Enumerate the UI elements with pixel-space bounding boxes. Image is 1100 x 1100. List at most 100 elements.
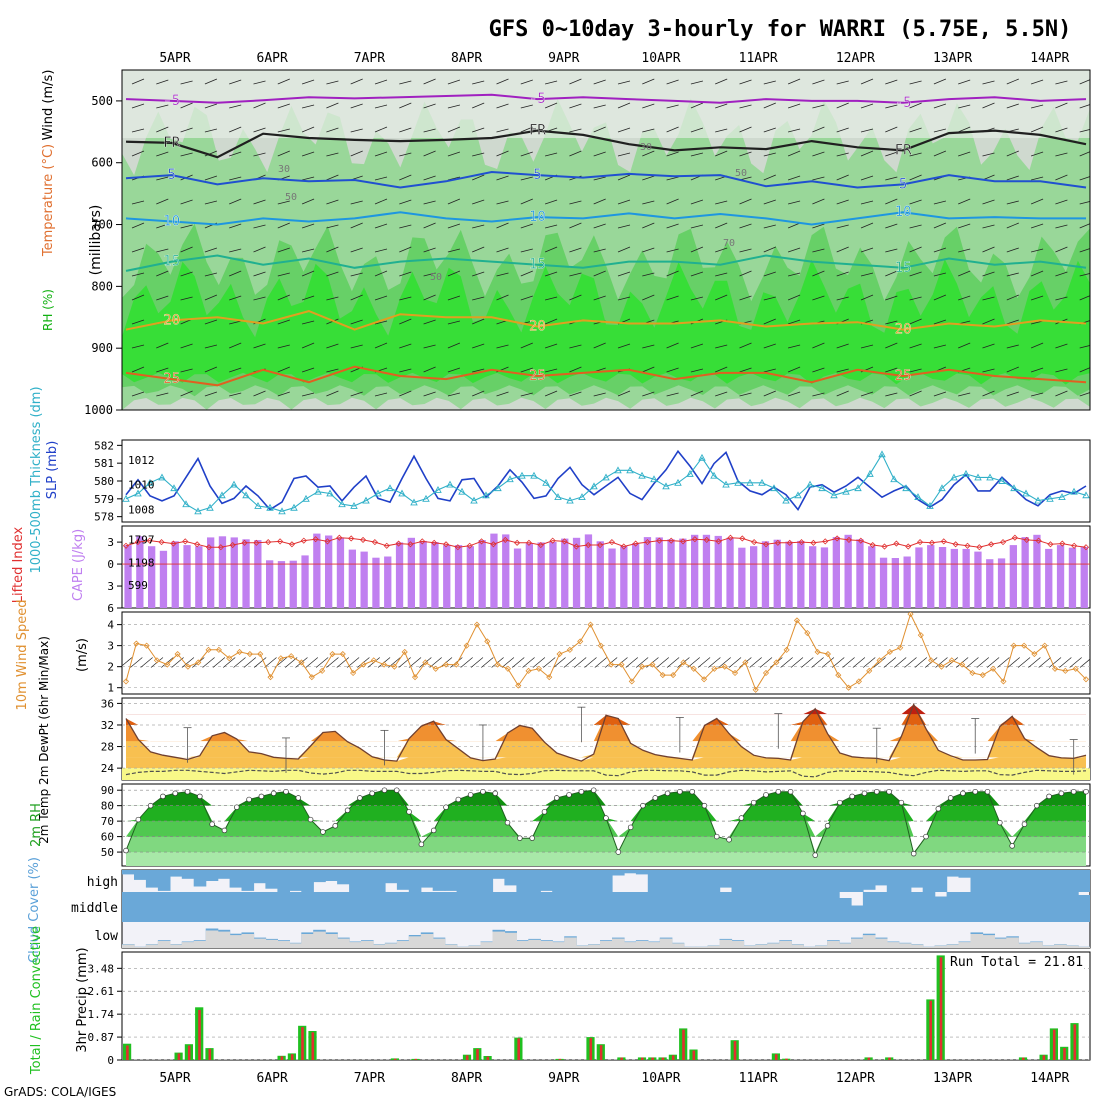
cloud-low-fill	[122, 944, 135, 948]
cape-bar	[419, 540, 427, 608]
cloud-bar-high	[122, 870, 135, 875]
surface-barb	[1028, 657, 1041, 668]
cloud-bar-middle	[408, 892, 422, 922]
wind-barb	[1006, 222, 1019, 229]
cape-bar	[454, 545, 463, 608]
wind-barb	[787, 391, 801, 397]
wind-barb	[277, 103, 290, 109]
wind-barb	[836, 80, 849, 85]
wind-barb	[933, 222, 947, 229]
cape-bar	[242, 539, 250, 608]
cape-bar	[679, 538, 687, 608]
rh-point	[172, 790, 178, 797]
wind-barb	[350, 78, 363, 85]
li-point	[597, 541, 604, 549]
cloud-bar-middle	[851, 905, 864, 922]
rh-point	[787, 788, 794, 795]
li-point	[1047, 541, 1054, 548]
cloud-low-fill	[528, 939, 541, 948]
rh-contour-label: 50	[430, 272, 442, 283]
li-point	[573, 543, 580, 550]
cloud-low-fill	[683, 946, 697, 948]
wind-barb	[423, 344, 436, 349]
wind-barb	[374, 104, 388, 109]
li-point	[632, 540, 639, 547]
wind-point	[866, 667, 873, 674]
wind-barb	[131, 319, 145, 325]
wind-barb	[860, 150, 874, 157]
wind-point	[938, 663, 945, 670]
wind-barb	[617, 271, 631, 277]
wind-barb	[642, 150, 655, 157]
cloud-bar-middle	[552, 892, 565, 922]
wind-barb	[593, 126, 606, 133]
cloud-bar-high	[181, 870, 195, 879]
wind-barb	[690, 390, 704, 397]
wind-barb	[545, 296, 558, 301]
date-label-top: 11APR	[739, 51, 778, 66]
wind-barb	[180, 343, 193, 349]
wind-barb	[958, 248, 971, 253]
cloud-bar-high	[289, 870, 302, 891]
wind-barb	[301, 126, 315, 133]
wind-point	[215, 646, 222, 653]
rh-point	[738, 815, 745, 821]
cloud-bar-high	[588, 870, 601, 892]
cloud-bar-high	[946, 870, 960, 877]
cape-bar	[313, 533, 321, 608]
wind-barb	[374, 79, 388, 85]
cape-bar	[702, 534, 711, 608]
wind-point	[990, 665, 997, 672]
cloud-bar-high	[623, 870, 637, 874]
li-point	[431, 539, 438, 546]
wind-barb	[569, 128, 582, 133]
thickness-point	[242, 491, 250, 499]
wind-barb	[423, 222, 436, 229]
wind-barb	[277, 319, 290, 325]
cloud-bar-high	[767, 870, 780, 892]
wind-barb	[933, 200, 946, 205]
surface-barb	[1017, 657, 1031, 668]
li-point	[727, 534, 734, 541]
wind-barb	[350, 294, 363, 301]
wind-barb	[447, 126, 461, 133]
thickness-point	[374, 489, 382, 497]
wind-barb	[1031, 320, 1044, 325]
cape-bar	[195, 546, 203, 608]
date-label-bottom: 13APR	[933, 1071, 972, 1086]
wind-barb	[131, 78, 145, 85]
precip-convective-bar	[620, 1057, 623, 1060]
rh-axis-label: 2m RH	[29, 803, 44, 847]
wind-point	[670, 672, 677, 679]
wind-barb	[739, 392, 752, 397]
wind-barb	[982, 390, 995, 397]
cloud-bar-middle	[779, 892, 792, 922]
wind-barb	[1055, 80, 1068, 85]
wind-barb	[617, 343, 631, 349]
wind-barb	[885, 367, 898, 373]
li-point	[265, 539, 272, 546]
cloud-bar-high	[576, 870, 589, 892]
cloud-low-fill	[743, 945, 756, 948]
wind-barb	[374, 248, 388, 253]
isotherm-label: 5	[533, 167, 541, 183]
cloud-bar-high	[504, 870, 517, 886]
wind-barb	[229, 295, 242, 301]
cape-li-panel: 3 0 3 6 599 1198 1797	[107, 525, 1091, 615]
li-point	[786, 539, 793, 546]
cloud-bar-high	[253, 870, 267, 884]
cape-axis-label: CAPE (J/kg)	[71, 529, 86, 601]
wind-point	[752, 686, 759, 693]
wind-point	[897, 644, 904, 651]
precip-convective-bar	[290, 1054, 294, 1060]
precip-ticks: 0 0.87 1.74 2.61 3.48	[88, 962, 122, 1067]
wind-barb	[885, 126, 898, 133]
wind-barb	[763, 80, 776, 85]
cape-bar	[254, 540, 262, 608]
wind-barb	[1031, 176, 1044, 181]
wind-barb	[350, 200, 363, 205]
cloud-low-fill	[325, 934, 338, 948]
cape-bar	[360, 551, 368, 608]
wind-barb	[496, 272, 509, 277]
wind-barb	[1055, 390, 1068, 397]
